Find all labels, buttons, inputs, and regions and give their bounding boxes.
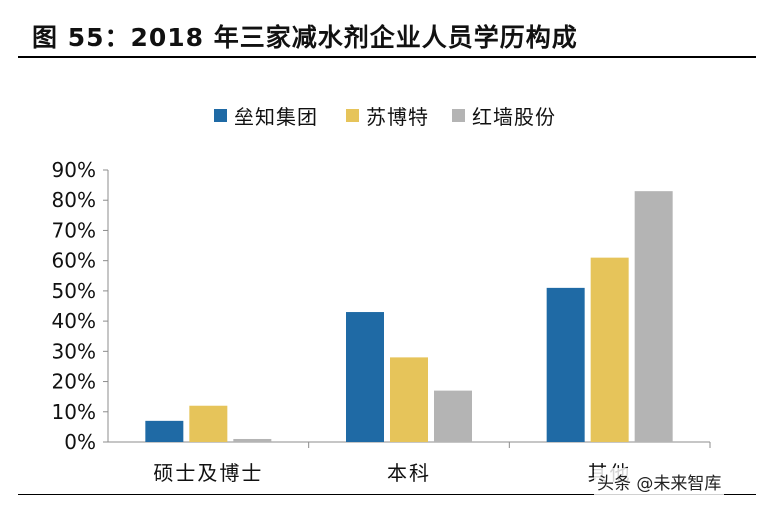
bar-0-0: [145, 420, 184, 442]
bar-2-2: [634, 191, 673, 442]
y-tick-label: 80%: [52, 188, 96, 212]
title-bar: 图 55：2018 年三家减水剂企业人员学历构成: [18, 12, 756, 58]
y-tick-label: 40%: [52, 309, 96, 333]
legend-swatch-1: [346, 109, 359, 122]
y-tick-label: 20%: [52, 370, 96, 394]
y-tick-label: 10%: [52, 400, 96, 424]
bottom-rule: [18, 494, 756, 495]
y-tick-label: 90%: [52, 158, 96, 182]
y-tick-label: 30%: [52, 339, 96, 363]
y-tick-label: 60%: [52, 249, 96, 273]
bar-1-0: [346, 312, 384, 442]
legend-label-1: 苏博特: [366, 105, 429, 129]
bar-2-1: [590, 257, 629, 442]
legend-label-0: 垒知集团: [234, 105, 318, 129]
x-tick-label: 硕士及博士: [153, 461, 263, 485]
y-tick-label: 0%: [64, 430, 96, 454]
bar-0-1: [189, 405, 228, 442]
legend-swatch-0: [214, 109, 227, 122]
bar-1-2: [434, 390, 472, 442]
bar-1-1: [390, 357, 428, 442]
y-tick-label: 50%: [52, 279, 96, 303]
legend-swatch-2: [452, 109, 465, 122]
x-tick-label: 本科: [387, 461, 431, 485]
watermark: 头条 @未来智库: [594, 468, 725, 495]
bar-2-0: [546, 287, 585, 442]
legend-label-2: 红墙股份: [472, 105, 556, 129]
y-tick-label: 70%: [52, 218, 96, 242]
figure-title: 图 55：2018 年三家减水剂企业人员学历构成: [32, 23, 578, 52]
bar-0-2: [233, 438, 272, 442]
